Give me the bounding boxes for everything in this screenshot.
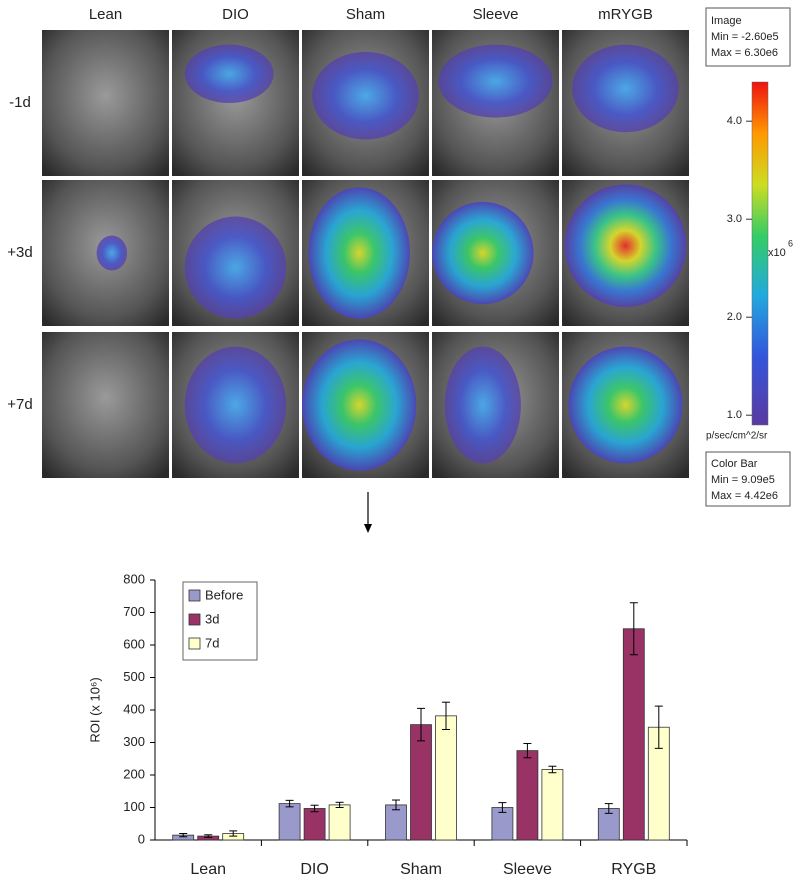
error-bar <box>548 765 557 774</box>
colorbar-scale-exp: 6 <box>788 238 793 248</box>
bar <box>541 769 564 841</box>
column-label: Sham <box>346 6 385 23</box>
x-tick-label: DIO <box>300 861 328 878</box>
bar <box>622 628 645 841</box>
bar <box>328 804 351 841</box>
error-bar <box>310 804 319 813</box>
x-tick-label: Sleeve <box>503 861 552 878</box>
signal <box>184 44 274 103</box>
colorbar <box>751 81 769 426</box>
image-box <box>705 7 791 67</box>
y-tick-label: 300 <box>123 734 145 749</box>
signal <box>568 346 683 464</box>
y-tick-label: 600 <box>123 636 145 651</box>
error-bar <box>285 799 294 808</box>
bar <box>303 808 326 841</box>
image-box-title: Image <box>711 15 742 27</box>
y-axis-label: ROI (x 10⁶) <box>87 677 102 742</box>
image-grid <box>42 30 689 478</box>
image-panel <box>42 30 169 176</box>
legend-label: Before <box>205 587 243 602</box>
bar <box>278 803 301 841</box>
column-label: DIO <box>222 6 249 23</box>
column-label: mRYGB <box>598 6 653 23</box>
signal <box>184 216 287 319</box>
arrow-head <box>364 524 372 533</box>
colorbar-box-title: Color Bar <box>711 458 758 470</box>
signal <box>432 201 534 305</box>
colorbar-unit: p/sec/cm^2/sr <box>706 431 768 442</box>
colorbar-tick-label: 1.0 <box>727 409 742 421</box>
x-tick-label: Sham <box>400 861 442 878</box>
bar <box>410 724 432 841</box>
y-tick-label: 400 <box>123 701 145 716</box>
error-bar <box>498 802 507 813</box>
y-tick-label: 0 <box>138 831 145 846</box>
legend-swatch <box>188 637 201 650</box>
y-tick-label: 100 <box>123 799 145 814</box>
x-tick-label: RYGB <box>611 861 656 878</box>
bar <box>435 715 457 841</box>
image-panel <box>42 332 169 478</box>
error-bar <box>229 830 238 837</box>
legend-swatch <box>188 613 201 626</box>
signal <box>302 339 417 471</box>
y-tick-label: 700 <box>123 604 145 619</box>
colorbar-box <box>705 451 791 507</box>
column-label: Sleeve <box>473 6 519 23</box>
signal <box>438 44 553 118</box>
error-bar <box>392 799 400 811</box>
y-tick-label: 800 <box>123 571 145 586</box>
error-bar <box>442 701 450 730</box>
legend-swatch <box>188 589 201 602</box>
signal <box>96 235 128 271</box>
error-bar <box>204 834 213 838</box>
y-tick-label: 200 <box>123 766 145 781</box>
row-label: +7d <box>7 396 32 413</box>
signal <box>308 187 410 319</box>
colorbar-scale: x10 <box>768 247 786 259</box>
y-tick-label: 500 <box>123 669 145 684</box>
signal <box>572 44 679 133</box>
bar <box>516 750 539 841</box>
colorbar-tick-label: 4.0 <box>727 115 742 127</box>
error-bar <box>335 801 344 808</box>
row-label: +3d <box>7 244 32 261</box>
colorbar-tick-label: 2.0 <box>727 311 742 323</box>
error-bar <box>417 707 425 742</box>
column-label: Lean <box>89 6 122 23</box>
error-bar <box>604 803 613 814</box>
error-bar <box>654 705 663 749</box>
signal <box>312 51 419 140</box>
error-bar <box>629 602 638 656</box>
row-label: -1d <box>9 94 31 111</box>
colorbar-box-max: Max = 4.42e6 <box>711 490 778 502</box>
image-box-max: Max = 6.30e6 <box>711 47 778 59</box>
colorbar-tick-label: 3.0 <box>727 213 742 225</box>
error-bar <box>523 742 532 759</box>
legend-label: 3d <box>205 611 219 626</box>
image-box-min: Min = -2.60e5 <box>711 31 779 43</box>
signal <box>564 184 687 308</box>
legend-label: 7d <box>205 635 219 650</box>
colorbar-box-min: Min = 9.09e5 <box>711 474 775 486</box>
error-bar <box>179 833 188 838</box>
signal <box>444 346 521 464</box>
signal <box>184 346 287 464</box>
x-tick-label: Lean <box>190 861 226 878</box>
